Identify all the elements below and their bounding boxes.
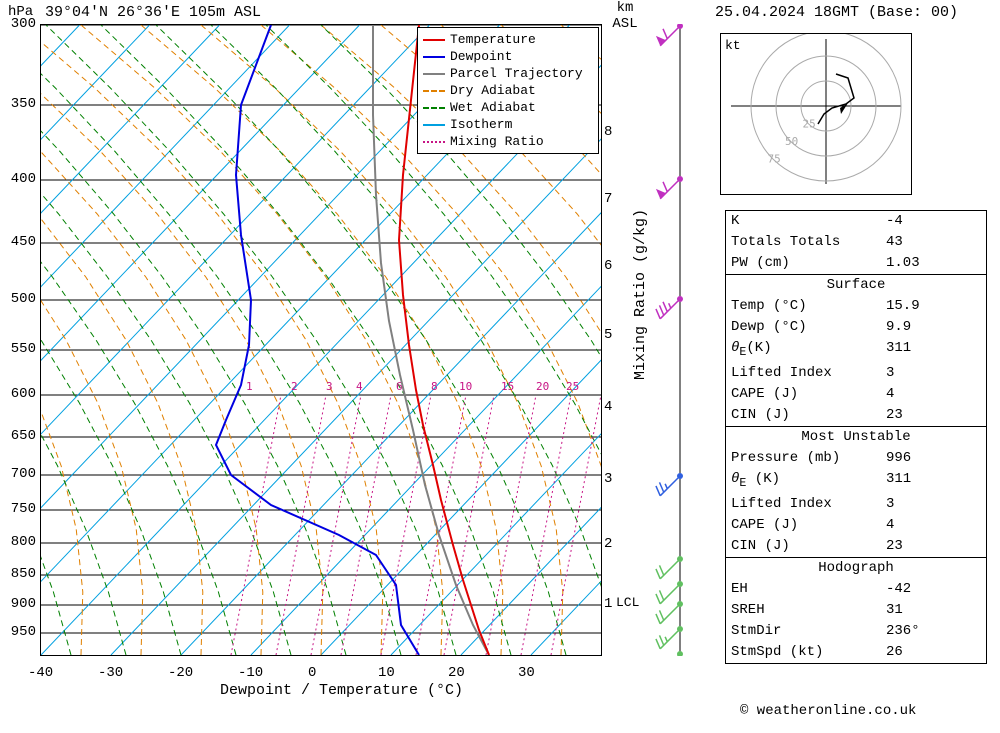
- section-header: Most Unstable: [726, 426, 986, 448]
- temp-tick: -30: [98, 665, 123, 681]
- pressure-tick: 800: [8, 534, 36, 550]
- temp-tick: 20: [448, 665, 465, 681]
- pressure-tick: 300: [8, 16, 36, 32]
- pressure-tick: 350: [8, 96, 36, 112]
- lcl-label: LCL: [616, 595, 639, 610]
- svg-text:3: 3: [326, 380, 333, 393]
- legend-item: Parcel Trajectory: [423, 65, 593, 82]
- pressure-tick: 950: [8, 624, 36, 640]
- legend-item: Temperature: [423, 31, 593, 48]
- altitude-tick: 5: [604, 327, 612, 343]
- hodograph-svg: 25 50 75: [721, 34, 911, 194]
- pressure-tick: 700: [8, 466, 36, 482]
- svg-text:4: 4: [356, 380, 363, 393]
- date-title: 25.04.2024 18GMT (Base: 00): [715, 4, 958, 21]
- legend-box: TemperatureDewpointParcel TrajectoryDry …: [417, 27, 599, 154]
- indices-table: K-4Totals Totals43PW (cm)1.03SurfaceTemp…: [725, 210, 987, 664]
- legend-item: Dry Adiabat: [423, 82, 593, 99]
- legend-item: Isotherm: [423, 116, 593, 133]
- svg-text:2: 2: [291, 380, 298, 393]
- section-header: Hodograph: [726, 557, 986, 579]
- altitude-tick: 6: [604, 258, 612, 274]
- pressure-tick: 450: [8, 234, 36, 250]
- svg-text:15: 15: [501, 380, 514, 393]
- data-row: Lifted Index3: [726, 363, 986, 384]
- data-row: StmDir236°: [726, 621, 986, 642]
- altitude-tick: 8: [604, 124, 612, 140]
- pressure-tick: 600: [8, 386, 36, 402]
- data-row: Dewp (°C)9.9: [726, 317, 986, 338]
- altitude-tick: 7: [604, 191, 612, 207]
- wind-barb-column: [655, 24, 705, 654]
- svg-text:75: 75: [768, 153, 781, 166]
- skewt-chart: 12346810152025 TemperatureDewpointParcel…: [40, 24, 602, 656]
- temp-tick: -10: [238, 665, 263, 681]
- temp-tick: -40: [28, 665, 53, 681]
- hodograph-box: 25 50 75: [720, 33, 912, 195]
- pressure-tick: 850: [8, 566, 36, 582]
- temp-tick: 0: [308, 665, 316, 681]
- altitude-tick: 3: [604, 471, 612, 487]
- legend-item: Dewpoint: [423, 48, 593, 65]
- pressure-tick: 550: [8, 341, 36, 357]
- data-row: Temp (°C)15.9: [726, 296, 986, 317]
- temp-tick: -20: [168, 665, 193, 681]
- location-title: 39°04'N 26°36'E 105m ASL: [45, 4, 261, 21]
- svg-text:50: 50: [785, 135, 798, 148]
- right-axis-unit: kmASL: [605, 0, 645, 32]
- data-row: CAPE (J)4: [726, 515, 986, 536]
- data-row: θE(K)311: [726, 338, 986, 363]
- data-row: Lifted Index3: [726, 494, 986, 515]
- data-row: SREH31: [726, 600, 986, 621]
- mixing-ratio-axis-title: Mixing Ratio (g/kg): [632, 209, 649, 380]
- data-row: K-4: [726, 211, 986, 232]
- data-row: Totals Totals43: [726, 232, 986, 253]
- svg-text:10: 10: [459, 380, 472, 393]
- section-header: Surface: [726, 274, 986, 296]
- data-row: EH-42: [726, 579, 986, 600]
- hodograph-unit: kt: [725, 38, 741, 53]
- pressure-tick: 750: [8, 501, 36, 517]
- pressure-tick: 500: [8, 291, 36, 307]
- altitude-tick: 2: [604, 536, 612, 552]
- legend-item: Wet Adiabat: [423, 99, 593, 116]
- svg-text:1: 1: [246, 380, 253, 393]
- pressure-tick: 650: [8, 428, 36, 444]
- temp-tick: 10: [378, 665, 395, 681]
- temp-tick: 30: [518, 665, 535, 681]
- altitude-tick: 1: [604, 596, 612, 612]
- data-row: Pressure (mb)996: [726, 448, 986, 469]
- data-row: θE (K)311: [726, 469, 986, 494]
- legend-item: Mixing Ratio: [423, 133, 593, 150]
- data-row: PW (cm)1.03: [726, 253, 986, 274]
- svg-text:20: 20: [536, 380, 549, 393]
- pressure-tick: 400: [8, 171, 36, 187]
- pressure-tick: 900: [8, 596, 36, 612]
- copyright-text: © weatheronline.co.uk: [740, 703, 916, 719]
- altitude-tick: 4: [604, 399, 612, 415]
- svg-text:25: 25: [566, 380, 579, 393]
- svg-text:8: 8: [431, 380, 438, 393]
- windbarb-svg: [655, 24, 705, 656]
- data-row: CIN (J)23: [726, 405, 986, 426]
- svg-text:25: 25: [803, 118, 816, 131]
- data-row: CAPE (J)4: [726, 384, 986, 405]
- data-row: CIN (J)23: [726, 536, 986, 557]
- x-axis-title: Dewpoint / Temperature (°C): [220, 682, 463, 699]
- data-row: StmSpd (kt)26: [726, 642, 986, 663]
